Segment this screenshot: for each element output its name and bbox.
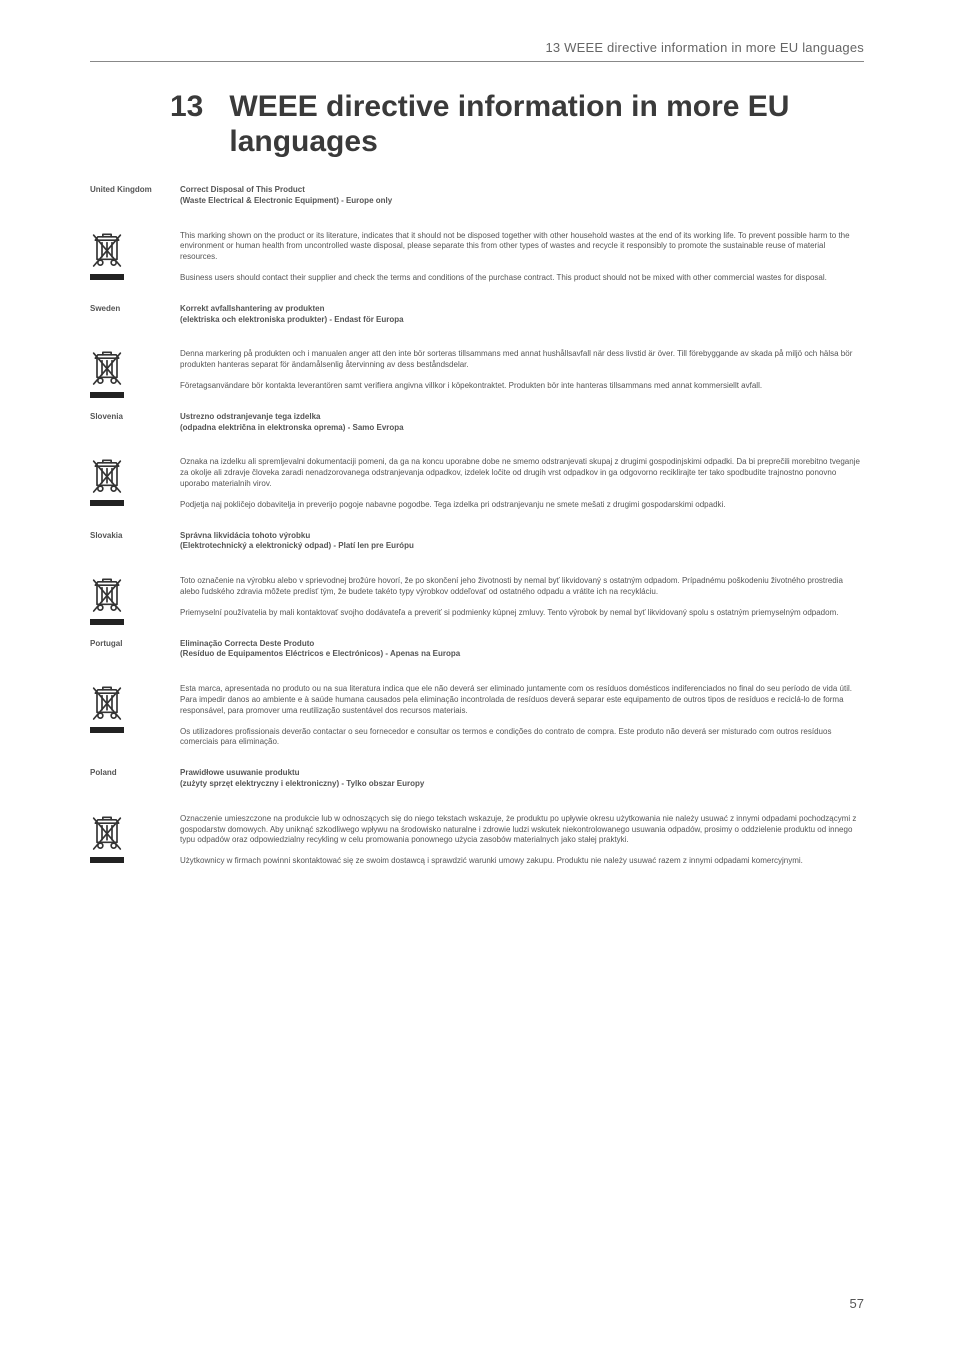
weee-bar-icon [90,727,124,733]
paragraph: Toto označenie na výrobku alebo v spriev… [180,576,864,598]
paragraph: Esta marca, apresentada no produto ou na… [180,684,864,716]
paragraph: Denna markering på produkten och i manua… [180,349,864,371]
weee-bin-icon [90,457,124,497]
weee-bin-icon [90,814,124,854]
weee-icon-cell [90,231,170,294]
head-rule [90,61,864,62]
weee-bar-icon [90,619,124,625]
weee-icon-cell [90,457,170,520]
weee-icon-cell [90,814,170,877]
weee-bin-icon [90,231,124,271]
section-body: Toto označenie na výrobku alebo v spriev… [90,576,864,628]
weee-icon-cell [90,349,170,401]
weee-bar-icon [90,274,124,280]
section-title: Správna likvidácia tohoto výrobku (Elekt… [180,531,864,553]
country-label: Poland [90,768,170,800]
weee-bar-icon [90,500,124,506]
weee-icon-cell [90,576,170,628]
running-head: 13 WEEE directive information in more EU… [90,40,864,61]
section-title: Prawidłowe usuwanie produktu (zużyty spr… [180,768,864,790]
paragraph: Priemyselní používatelia by mali kontakt… [180,608,864,619]
section-title: Ustrezno odstranjevanje tega izdelka (od… [180,412,864,434]
paragraph: Oznaczenie umieszczone na produkcie lub … [180,814,864,846]
section-title: Korrekt avfallshantering av produkten (e… [180,304,864,326]
country-label: Portugal [90,639,170,671]
section-body: Oznaczenie umieszczone na produkcie lub … [90,814,864,877]
section-body: This marking shown on the product or its… [90,231,864,294]
chapter-number: 13 [170,90,203,159]
section-body: Oznaka na izdelku ali spremljevalni doku… [90,457,864,520]
section-body: Denna markering på produkten och i manua… [90,349,864,401]
weee-bar-icon [90,392,124,398]
section-header: Slovakia Správna likvidácia tohoto výrob… [90,531,864,563]
section-body: Esta marca, apresentada no produto ou na… [90,684,864,758]
paragraph: This marking shown on the product or its… [180,231,864,263]
page: 13 WEEE directive information in more EU… [0,0,954,1351]
section-header: Poland Prawidłowe usuwanie produktu (zuż… [90,768,864,800]
section-title: Eliminação Correcta Deste Produto (Resíd… [180,639,864,661]
weee-bar-icon [90,857,124,863]
country-label: United Kingdom [90,185,170,217]
weee-bin-icon [90,684,124,724]
section-header: United Kingdom Correct Disposal of This … [90,185,864,217]
chapter-text: WEEE directive information in more EU la… [229,90,864,159]
section-header: Portugal Eliminação Correcta Deste Produ… [90,639,864,671]
chapter-title: 13 WEEE directive information in more EU… [90,90,864,159]
country-label: Slovakia [90,531,170,563]
weee-bin-icon [90,576,124,616]
section-title: Correct Disposal of This Product (Waste … [180,185,864,207]
paragraph: Użytkownicy w firmach powinni skontaktow… [180,856,864,867]
weee-icon-cell [90,684,170,758]
weee-bin-icon [90,349,124,389]
section-header: Slovenia Ustrezno odstranjevanje tega iz… [90,412,864,444]
section-header: Sweden Korrekt avfallshantering av produ… [90,304,864,336]
country-label: Sweden [90,304,170,336]
country-label: Slovenia [90,412,170,444]
paragraph: Podjetja naj pokličejo dobavitelja in pr… [180,500,864,511]
page-number: 57 [850,1296,864,1311]
paragraph: Business users should contact their supp… [180,273,864,284]
paragraph: Os utilizadores profissionais deverão co… [180,727,864,749]
paragraph: Oznaka na izdelku ali spremljevalni doku… [180,457,864,489]
paragraph: Företagsanvändare bör kontakta leverantö… [180,381,864,392]
